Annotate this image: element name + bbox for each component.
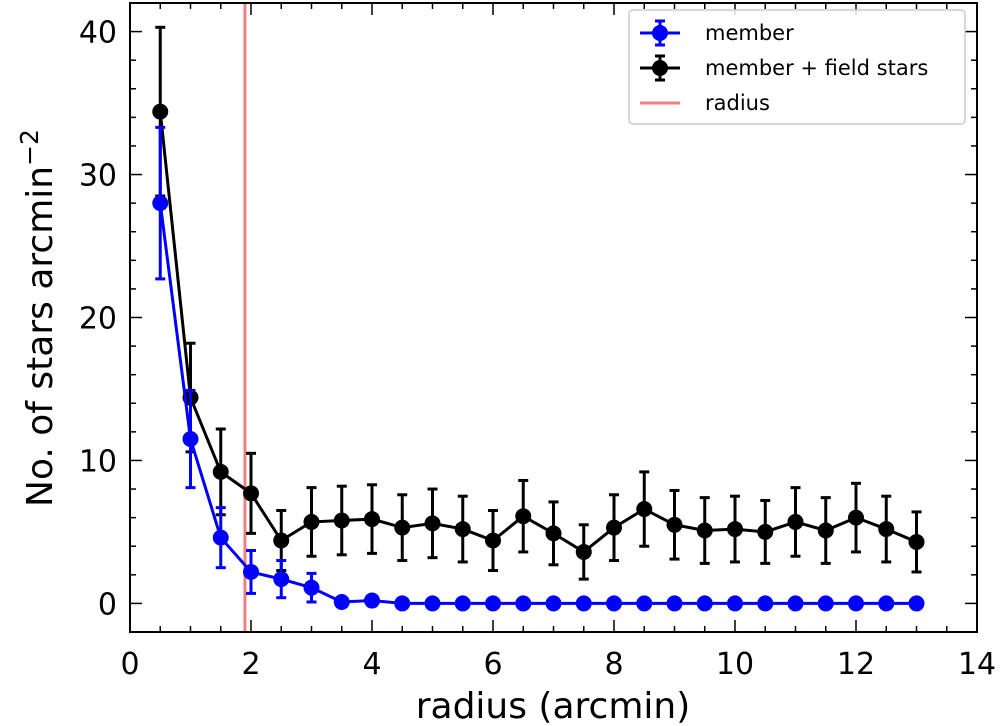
data-point-member-field	[696, 522, 713, 539]
data-point-member	[303, 579, 320, 596]
legend-label: radius	[705, 91, 770, 115]
legend-entry: member + field stars	[640, 54, 928, 82]
legend-entries: member member + field stars radius	[640, 19, 928, 115]
series-line-member-field	[158, 111, 918, 554]
data-point-member	[575, 595, 592, 612]
data-point-member	[606, 595, 622, 612]
series-member	[152, 125, 925, 612]
y-axis-label-text: No. of stars arcmin	[20, 166, 61, 507]
data-point-member	[787, 595, 804, 612]
y-tick-label: 20	[79, 302, 117, 337]
data-point-member	[364, 592, 380, 609]
data-point-member-field	[575, 543, 592, 560]
data-point-member-field	[424, 515, 441, 532]
data-point-member	[454, 595, 471, 612]
data-point-member-field	[636, 501, 653, 518]
data-point-member	[424, 595, 441, 612]
data-point-member	[757, 595, 774, 612]
x-tick-label: 0	[120, 647, 139, 682]
data-point-member-field	[787, 513, 804, 530]
data-point-member-field	[908, 533, 925, 550]
data-point-member	[727, 595, 743, 612]
data-point-member	[696, 595, 713, 612]
legend-label: member + field stars	[705, 56, 928, 80]
y-tick-label: 30	[79, 159, 117, 194]
data-point-member	[273, 571, 290, 588]
data-point-member	[243, 563, 259, 580]
data-point-member	[515, 595, 532, 612]
data-point-member	[636, 595, 653, 612]
data-point-member-field	[212, 463, 229, 480]
x-axis-label: radius (arcmin)	[416, 686, 691, 726]
legend-entry: radius	[640, 91, 770, 115]
data-point-member-field	[515, 508, 532, 525]
data-point-member-field	[606, 519, 622, 536]
data-point-member-field	[817, 522, 834, 539]
y-tick-label: 0	[98, 587, 117, 622]
x-tick-label: 12	[837, 647, 875, 682]
data-point-member-field	[243, 485, 259, 502]
legend-swatch-marker	[652, 60, 668, 76]
tick-labels: 0 2 4 6 8 10 12 14 0 10 20 30 40	[79, 16, 996, 682]
x-tick-label: 4	[362, 647, 381, 682]
data-point-member	[545, 595, 562, 612]
data-point-member	[848, 595, 864, 612]
data-point-member	[212, 529, 229, 546]
legend-swatch-marker	[652, 25, 668, 41]
legend-entry: member	[640, 19, 794, 47]
legend: member member + field stars radius	[628, 9, 966, 125]
x-tick-label: 14	[958, 647, 996, 682]
data-point-member	[666, 595, 683, 612]
data-point-member-field	[333, 512, 350, 529]
y-axis-label-exponent: −2	[15, 129, 44, 166]
data-point-member	[817, 595, 834, 612]
data-point-member-field	[364, 511, 380, 528]
legend-box	[628, 9, 966, 125]
data-point-member	[908, 595, 925, 612]
data-point-member	[485, 595, 501, 612]
data-point-member-field	[273, 532, 290, 549]
plot-frame	[129, 2, 978, 633]
x-tick-label: 2	[241, 647, 260, 682]
data-point-member-field	[545, 525, 562, 542]
x-tick-label: 8	[604, 647, 623, 682]
data-point-member-field	[394, 519, 411, 536]
data-point-member-field	[303, 513, 320, 530]
data-point-member-field	[152, 103, 169, 120]
legend-label: member	[705, 21, 794, 45]
data-point-member-field	[878, 521, 895, 538]
data-point-member-field	[454, 521, 471, 538]
data-point-member	[394, 595, 411, 612]
data-point-member-field	[848, 509, 864, 526]
data-point-member-field	[666, 516, 683, 533]
data-point-member	[333, 593, 350, 610]
x-tick-label: 6	[483, 647, 502, 682]
data-point-member	[182, 431, 199, 448]
data-point-member-field	[727, 521, 743, 538]
y-tick-label: 40	[79, 16, 117, 51]
x-tick-label: 10	[716, 647, 754, 682]
data-point-member	[878, 595, 895, 612]
series-member-field	[152, 25, 925, 581]
y-tick-label: 10	[79, 444, 117, 479]
data-point-member-field	[757, 523, 774, 540]
y-axis-label: No. of stars arcmin−2	[15, 129, 61, 507]
data-point-member-field	[485, 532, 501, 549]
series-layer	[152, 25, 925, 612]
series-line-member	[158, 202, 917, 605]
data-point-member	[152, 195, 169, 212]
y-axis-label-group: No. of stars arcmin−2	[15, 129, 61, 507]
